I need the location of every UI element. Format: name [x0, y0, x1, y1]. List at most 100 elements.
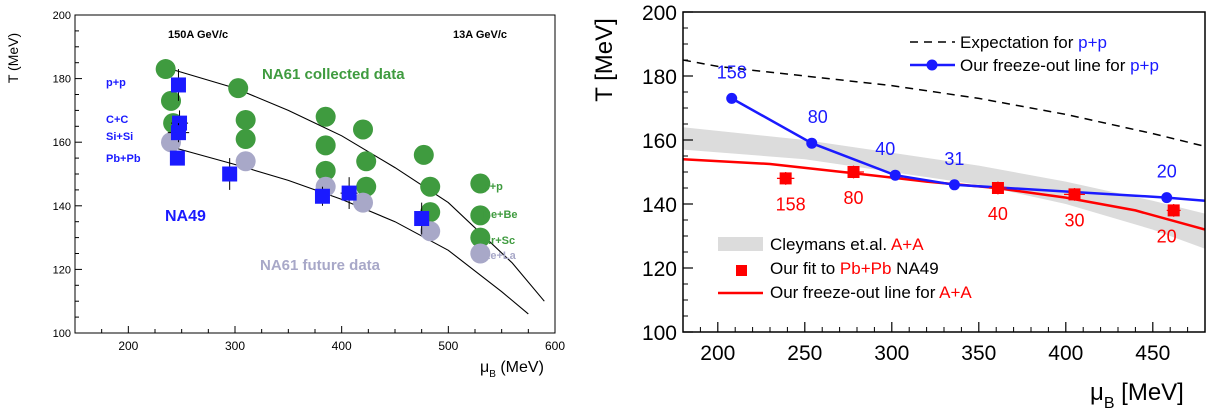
- na61-collected-point: [356, 151, 377, 172]
- y-tick-label: 160: [53, 137, 71, 149]
- label-pp-left: p+p: [106, 77, 126, 89]
- x-tick-label: 600: [545, 339, 565, 353]
- freeze-out-pp-point-label: 31: [944, 149, 964, 169]
- freeze-out-curve: [165, 144, 529, 315]
- pbpb-point-label: 30: [1064, 210, 1084, 230]
- label-bebe: Be+Be: [483, 209, 518, 221]
- y-tick-label: 120: [642, 258, 677, 281]
- na61-future-point: [353, 192, 373, 213]
- freeze-out-pp-point-label: 20: [1157, 162, 1177, 182]
- na61-future-point: [470, 243, 491, 264]
- na61-collected-point: [470, 205, 491, 226]
- legend-expectation-pp: Expectation for p+p: [960, 33, 1107, 52]
- na61-future-point: [420, 221, 441, 242]
- x-tick-label: 200: [118, 339, 138, 353]
- x-tick-label: 400: [332, 339, 352, 353]
- x-tick-label: 250: [787, 342, 822, 365]
- na49-point: [222, 166, 238, 182]
- na61-collected-point: [315, 135, 336, 156]
- y-tick-label: 200: [642, 2, 677, 25]
- legend-freeze-out-aa: Our freeze-out line for A+A: [770, 283, 972, 302]
- plot-area: [683, 59, 1205, 249]
- na49-point: [170, 77, 186, 93]
- na61-collected-point: [420, 176, 441, 197]
- na61-collected-point: [315, 160, 336, 181]
- freeze-out-pp-point: [1161, 192, 1173, 204]
- legend-pbpb-swatch: [736, 265, 747, 276]
- label-xela: Xe+La: [483, 250, 517, 262]
- label-pbpb: Pb+Pb: [106, 153, 141, 165]
- x-tick-label: 300: [225, 339, 245, 353]
- pbpb-point-label: 20: [1157, 226, 1177, 246]
- y-tick-label: 100: [53, 328, 71, 340]
- freeze-out-pp-line: [731, 97, 1205, 203]
- na49-point: [314, 188, 330, 204]
- na49-point: [169, 150, 185, 166]
- x-tick-label: 200: [700, 342, 735, 365]
- y-tick-label: 140: [53, 201, 71, 213]
- na61-future-point: [235, 151, 256, 172]
- na61-collected-point: [235, 109, 256, 130]
- freeze-out-pp-point: [806, 137, 818, 149]
- x-tick-label: 400: [1048, 342, 1083, 365]
- x-tick-label: 300: [874, 342, 909, 365]
- freeze-out-pp-point: [948, 179, 960, 191]
- left-chart-na61-na49: 200 300 400 500 600 100 120 140 160 180 200 T (MeV)…: [5, 10, 565, 380]
- label-cc: C+C: [106, 114, 128, 126]
- freeze-out-pp-point-label: 80: [808, 107, 828, 127]
- label-sisi: Si+Si: [106, 131, 133, 143]
- pbpb-fit-point: [779, 172, 792, 185]
- na61-collected-point: [470, 173, 491, 194]
- na61-collected-point: [315, 106, 336, 127]
- pbpb-point-label: 158: [776, 194, 806, 214]
- na49-point: [414, 211, 430, 227]
- cleymans-band: [683, 127, 1205, 249]
- na49-point: [341, 185, 357, 201]
- x-tick-label: 450: [1135, 342, 1170, 365]
- label-na61-collected: NA61 collected data: [262, 66, 405, 83]
- y-tick-label: 180: [642, 66, 677, 89]
- na61-collected-point: [155, 59, 176, 80]
- header-13a: 13A GeV/c: [453, 29, 507, 41]
- y-tick-label: 140: [642, 194, 677, 217]
- freeze-out-pp-point-label: 158: [717, 62, 747, 82]
- freeze-out-pp-point: [726, 92, 738, 104]
- x-tick-label: 350: [961, 342, 996, 365]
- header-150a: 150A GeV/c: [168, 29, 228, 41]
- x-tick-label: 500: [438, 339, 458, 353]
- y-tick-label: 160: [642, 130, 677, 153]
- y-tick-label: 200: [53, 10, 71, 22]
- freeze-out-pp-point-label: 40: [875, 139, 895, 159]
- y-tick-label: 120: [53, 264, 71, 276]
- legend-freeze-out-pp-swatch-marker: [926, 59, 938, 71]
- label-arsc: Ar+Sc: [483, 235, 515, 247]
- na61-collected-point: [228, 78, 249, 99]
- y-tick-label: 180: [53, 74, 71, 86]
- pbpb-fit-point: [847, 166, 860, 178]
- legend-cleymans-aa: Cleymans et.al. A+A: [770, 235, 924, 254]
- pbpb-point-label: 40: [988, 204, 1008, 224]
- x-axis-label: μB [MeV]: [1090, 379, 1184, 412]
- right-chart-freeze-out: 200 250 300 350 400 450 100 120 140 160 180 200 T [M…: [591, 2, 1206, 412]
- y-axis-label: T (MeV): [5, 33, 21, 83]
- na61-collected-point: [235, 129, 256, 150]
- x-axis-label: μB (MeV): [480, 359, 544, 380]
- pbpb-point-label: 80: [844, 188, 864, 208]
- legend-pbpb-fit: Our fit to Pb+Pb NA49: [770, 259, 939, 278]
- label-na49: NA49: [165, 208, 206, 225]
- freeze-out-pp-point: [889, 169, 901, 181]
- na61-collected-point: [161, 90, 181, 111]
- pbpb-fit-point: [991, 182, 1004, 194]
- na61-collected-point: [356, 176, 377, 197]
- na49-point: [170, 125, 186, 141]
- legend-freeze-out-pp: Our freeze-out line for p+p: [960, 56, 1159, 75]
- y-axis-label: T [MeV]: [591, 18, 618, 102]
- label-na61-future: NA61 future data: [260, 257, 381, 274]
- pbpb-fit-point: [1167, 204, 1180, 217]
- legend-cleymans-swatch: [718, 237, 763, 251]
- na61-collected-point: [353, 119, 373, 140]
- na61-collected-point: [413, 144, 434, 165]
- label-pp-right: p+p: [483, 181, 503, 193]
- pbpb-fit-point: [1068, 188, 1081, 201]
